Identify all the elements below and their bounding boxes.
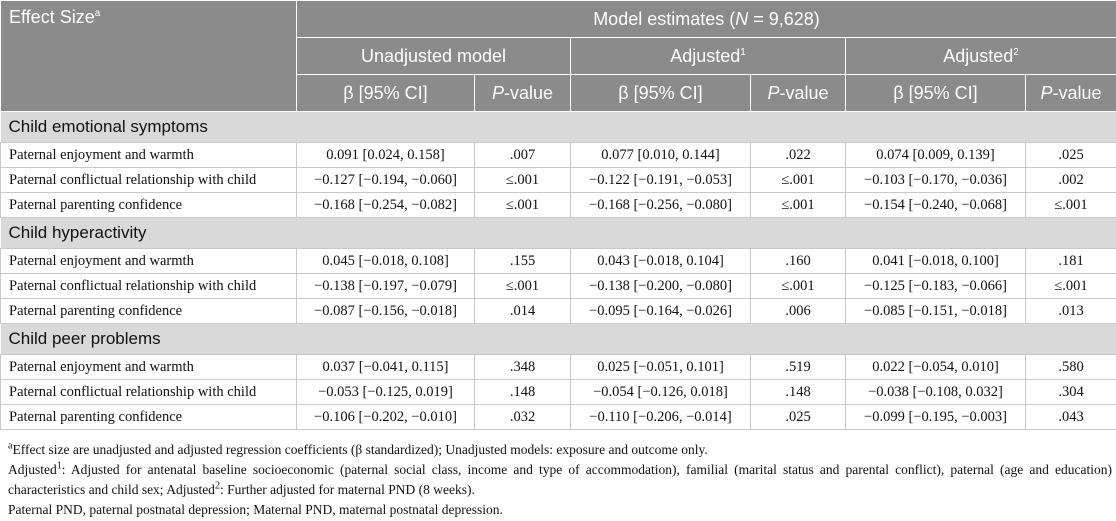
p-value-cell: .148 xyxy=(474,379,571,405)
beta-ci-cell: −0.127 [−0.194, −0.060] xyxy=(296,167,475,193)
p-value-cell: .519 xyxy=(750,354,846,380)
row-label: Paternal parenting confidence xyxy=(0,298,297,324)
beta-ci-cell: −0.138 [−0.200, −0.080] xyxy=(570,273,751,299)
table-row: Paternal enjoyment and warmth 0.045 [−0.0… xyxy=(0,248,1116,274)
effect-size-header: Effect Sizea xyxy=(0,0,297,112)
beta-ci-cell: −0.099 [−0.195, −0.003] xyxy=(845,404,1026,430)
table-row: Paternal parenting confidence −0.168 [−0.… xyxy=(0,192,1116,218)
beta-ci-cell: 0.074 [0.009, 0.139] xyxy=(845,142,1026,168)
p-value-cell: .007 xyxy=(474,142,571,168)
p-value-header: P-value xyxy=(474,74,571,112)
beta-ci-header: β [95% CI] xyxy=(845,74,1026,112)
results-table: Effect Sizea Model estimates (N = 9,628)… xyxy=(0,0,1116,430)
beta-ci-cell: −0.103 [−0.170, −0.036] xyxy=(845,167,1026,193)
p-value-cell: .580 xyxy=(1025,354,1116,380)
p-value-header: P-value xyxy=(1025,74,1116,112)
p-value-header: P-value xyxy=(750,74,846,112)
beta-ci-cell: −0.054 [−0.126, 0.018] xyxy=(570,379,751,405)
beta-ci-header: β [95% CI] xyxy=(570,74,751,112)
p-value-cell: .181 xyxy=(1025,248,1116,274)
beta-ci-cell: −0.154 [−0.240, −0.068] xyxy=(845,192,1026,218)
row-label: Paternal parenting confidence xyxy=(0,192,297,218)
p-value-cell: ≤.001 xyxy=(750,273,846,299)
beta-ci-cell: −0.110 [−0.206, −0.014] xyxy=(570,404,751,430)
beta-ci-cell: −0.085 [−0.151, −0.018] xyxy=(845,298,1026,324)
p-value-cell: .348 xyxy=(474,354,571,380)
table-header: Effect Sizea Model estimates (N = 9,628)… xyxy=(0,0,1116,112)
table-row: Paternal enjoyment and warmth 0.091 [0.02… xyxy=(0,142,1116,168)
p-value-cell: ≤.001 xyxy=(1025,273,1116,299)
adjusted1-header: Adjusted1 xyxy=(570,37,846,75)
p-value-cell: ≤.001 xyxy=(474,192,571,218)
beta-ci-cell: −0.168 [−0.254, −0.082] xyxy=(296,192,475,218)
beta-ci-cell: −0.053 [−0.125, 0.019] xyxy=(296,379,475,405)
p-value-cell: .014 xyxy=(474,298,571,324)
beta-ci-cell: 0.045 [−0.018, 0.108] xyxy=(296,248,475,274)
p-value-cell: .006 xyxy=(750,298,846,324)
p-value-cell: ≤.001 xyxy=(474,167,571,193)
beta-ci-cell: −0.168 [−0.256, −0.080] xyxy=(570,192,751,218)
beta-ci-cell: 0.022 [−0.054, 0.010] xyxy=(845,354,1026,380)
beta-ci-cell: 0.091 [0.024, 0.158] xyxy=(296,142,475,168)
table-row: Paternal conflictual relationship with c… xyxy=(0,379,1116,405)
footnote-adjusted: Adjusted1: Adjusted for antenatal baseli… xyxy=(8,460,1112,497)
row-label: Paternal enjoyment and warmth xyxy=(0,248,297,274)
beta-ci-cell: 0.043 [−0.018, 0.104] xyxy=(570,248,751,274)
row-label: Paternal conflictual relationship with c… xyxy=(0,379,297,405)
results-table-container: Effect Sizea Model estimates (N = 9,628)… xyxy=(0,0,1116,430)
row-label: Paternal parenting confidence xyxy=(0,404,297,430)
p-value-cell: .155 xyxy=(474,248,571,274)
beta-ci-cell: 0.037 [−0.041, 0.115] xyxy=(296,354,475,380)
table-row: Paternal parenting confidence −0.106 [−0.… xyxy=(0,404,1116,430)
p-value-cell: .025 xyxy=(1025,142,1116,168)
beta-ci-cell: −0.087 [−0.156, −0.018] xyxy=(296,298,475,324)
p-value-cell: .022 xyxy=(750,142,846,168)
model-estimates-header: Model estimates (N = 9,628) xyxy=(296,0,1116,38)
beta-ci-cell: 0.077 [0.010, 0.144] xyxy=(570,142,751,168)
p-value-cell: .002 xyxy=(1025,167,1116,193)
beta-ci-cell: −0.125 [−0.183, −0.066] xyxy=(845,273,1026,299)
p-value-cell: ≤.001 xyxy=(750,167,846,193)
section-title: Child hyperactivity xyxy=(0,217,1116,249)
unadjusted-model-header: Unadjusted model xyxy=(296,37,571,75)
beta-ci-cell: −0.138 [−0.197, −0.079] xyxy=(296,273,475,299)
section-row: Child emotional symptoms xyxy=(0,111,1116,143)
row-label: Paternal conflictual relationship with c… xyxy=(0,273,297,299)
p-value-cell: .148 xyxy=(750,379,846,405)
table-row: Paternal enjoyment and warmth 0.037 [−0.0… xyxy=(0,354,1116,380)
adjusted2-header: Adjusted2 xyxy=(845,37,1116,75)
p-value-cell: ≤.001 xyxy=(750,192,846,218)
table-row: Paternal parenting confidence −0.087 [−0.… xyxy=(0,298,1116,324)
beta-ci-cell: −0.106 [−0.202, −0.010] xyxy=(296,404,475,430)
beta-ci-cell: 0.025 [−0.051, 0.101] xyxy=(570,354,751,380)
footnote-effect-size: aEffect size are unadjusted and adjusted… xyxy=(8,440,708,457)
p-value-cell: .304 xyxy=(1025,379,1116,405)
table-row: Paternal conflictual relationship with c… xyxy=(0,167,1116,193)
beta-ci-cell: 0.041 [−0.018, 0.100] xyxy=(845,248,1026,274)
p-value-cell: .013 xyxy=(1025,298,1116,324)
p-value-cell: .025 xyxy=(750,404,846,430)
section-title: Child peer problems xyxy=(0,323,1116,355)
p-value-cell: .160 xyxy=(750,248,846,274)
footnote-abbreviations: Paternal PND, paternal postnatal depress… xyxy=(8,502,503,517)
table-body: Child emotional symptoms Paternal enjoyme… xyxy=(0,111,1116,430)
beta-ci-cell: −0.095 [−0.164, −0.026] xyxy=(570,298,751,324)
section-title: Child emotional symptoms xyxy=(0,111,1116,143)
table-row: Paternal conflictual relationship with c… xyxy=(0,273,1116,299)
p-value-cell: .043 xyxy=(1025,404,1116,430)
row-label: Paternal enjoyment and warmth xyxy=(0,142,297,168)
beta-ci-header: β [95% CI] xyxy=(296,74,475,112)
row-label: Paternal conflictual relationship with c… xyxy=(0,167,297,193)
row-label: Paternal enjoyment and warmth xyxy=(0,354,297,380)
section-row: Child hyperactivity xyxy=(0,217,1116,249)
p-value-cell: ≤.001 xyxy=(1025,192,1116,218)
p-value-cell: ≤.001 xyxy=(474,273,571,299)
table-footnotes: aEffect size are unadjusted and adjusted… xyxy=(8,440,1112,520)
section-row: Child peer problems xyxy=(0,323,1116,355)
p-value-cell: .032 xyxy=(474,404,571,430)
beta-ci-cell: −0.122 [−0.191, −0.053] xyxy=(570,167,751,193)
beta-ci-cell: −0.038 [−0.108, 0.032] xyxy=(845,379,1026,405)
